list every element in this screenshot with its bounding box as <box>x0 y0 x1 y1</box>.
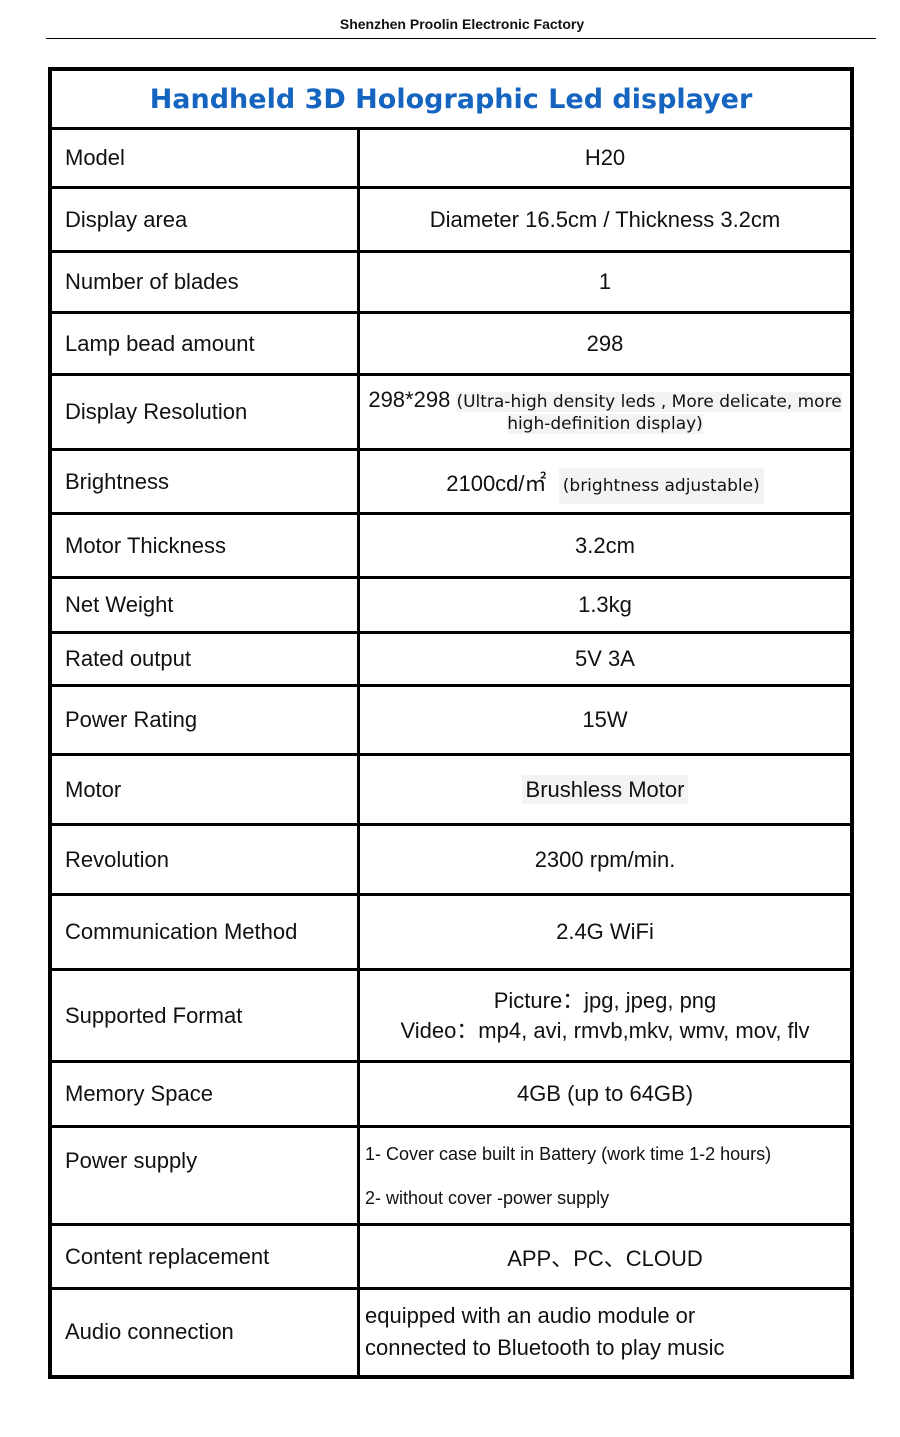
resolution-note: (Ultra-high density leds , More delicate… <box>456 392 842 434</box>
brightness-value: 2100cd/㎡ <box>446 470 547 496</box>
spec-label: Revolution <box>48 823 360 896</box>
spec-label: Display area <box>48 186 360 253</box>
table-row: Revolution 2300 rpm/min. <box>48 823 854 896</box>
format-video: Video：mp4, avi, rmvb,mkv, wmv, mov, flv <box>400 1017 810 1043</box>
spec-label: Power Rating <box>48 684 360 756</box>
spec-value: 15W <box>357 684 854 756</box>
spec-value: 2100cd/㎡ (brightness adjustable) <box>357 448 854 515</box>
spec-label: Lamp bead amount <box>48 311 360 376</box>
spec-value: Picture：jpg, jpeg, png Video：mp4, avi, rm… <box>357 968 854 1063</box>
table-row: Communication Method 2.4G WiFi <box>48 893 854 971</box>
spec-value: 1- Cover case built in Battery (work tim… <box>357 1125 854 1226</box>
table-row: Supported Format Picture：jpg, jpeg, png V… <box>48 968 854 1063</box>
spec-value: 4GB (up to 64GB) <box>357 1060 854 1128</box>
spec-value: 1.3kg <box>357 576 854 634</box>
page-header: Shenzhen Proolin Electronic Factory <box>339 16 585 32</box>
spec-value: 2.4G WiFi <box>357 893 854 971</box>
spec-label: Memory Space <box>48 1060 360 1128</box>
table-row: Lamp bead amount 298 <box>48 311 854 376</box>
spec-label: Content replacement <box>48 1223 360 1290</box>
spec-label: Brightness <box>48 448 360 515</box>
spec-label: Motor <box>48 753 360 826</box>
table-row: Model H20 <box>48 127 854 189</box>
spec-label: Display Resolution <box>48 373 360 451</box>
resolution-value: 298*298 <box>368 387 451 412</box>
spec-label: Power supply <box>48 1125 360 1226</box>
table-row: Power Rating 15W <box>48 684 854 756</box>
spec-value: Diameter 16.5cm / Thickness 3.2cm <box>357 186 854 253</box>
audio-line-2: connected to Bluetooth to play music <box>365 1335 725 1361</box>
table-row: Power supply 1- Cover case built in Batt… <box>48 1125 854 1226</box>
spec-value: 298*298 (Ultra-high density leds , More … <box>357 373 854 451</box>
table-row: Motor Brushless Motor <box>48 753 854 826</box>
spec-label: Supported Format <box>48 968 360 1063</box>
power-option-2: 2- without cover -power supply <box>365 1187 610 1208</box>
table-row: Motor Thickness 3.2cm <box>48 512 854 579</box>
spec-label: Rated output <box>48 631 360 687</box>
header-divider <box>46 38 876 39</box>
spec-value: 298 <box>357 311 854 376</box>
table-row: Content replacement APP、PC、CLOUD <box>48 1223 854 1290</box>
format-picture: Picture：jpg, jpeg, png <box>493 987 717 1013</box>
spec-label: Communication Method <box>48 893 360 971</box>
table-row: Display Resolution 298*298 (Ultra-high d… <box>48 373 854 451</box>
audio-line-1: equipped with an audio module or <box>365 1303 696 1329</box>
table-row: Audio connection equipped with an audio … <box>48 1287 854 1378</box>
spec-table: Handheld 3D Holographic Led displayer Mo… <box>48 67 854 1379</box>
spec-value: equipped with an audio module or connecte… <box>357 1287 854 1378</box>
table-row: Brightness 2100cd/㎡ (brightness adjustab… <box>48 448 854 515</box>
spec-value: 3.2cm <box>357 512 854 579</box>
spec-value: APP、PC、CLOUD <box>357 1223 854 1290</box>
spec-value: 1 <box>357 250 854 314</box>
table-row: Memory Space 4GB (up to 64GB) <box>48 1060 854 1128</box>
table-row: Net Weight 1.3kg <box>48 576 854 634</box>
table-row: Display area Diameter 16.5cm / Thickness … <box>48 186 854 253</box>
spec-label: Audio connection <box>48 1287 360 1378</box>
spec-label: Number of blades <box>48 250 360 314</box>
table-row: Number of blades 1 <box>48 250 854 314</box>
table-title: Handheld 3D Holographic Led displayer <box>48 67 854 130</box>
spec-value: H20 <box>357 127 854 189</box>
spec-value: Brushless Motor <box>357 753 854 826</box>
table-row: Rated output 5V 3A <box>48 631 854 687</box>
spec-label: Model <box>48 127 360 189</box>
power-option-1: 1- Cover case built in Battery (work tim… <box>365 1143 772 1164</box>
spec-value: 2300 rpm/min. <box>357 823 854 896</box>
spec-value: 5V 3A <box>357 631 854 687</box>
brightness-note: (brightness adjustable) <box>558 467 764 504</box>
motor-value: Brushless Motor <box>521 774 689 804</box>
spec-label: Motor Thickness <box>48 512 360 579</box>
spec-label: Net Weight <box>48 576 360 634</box>
